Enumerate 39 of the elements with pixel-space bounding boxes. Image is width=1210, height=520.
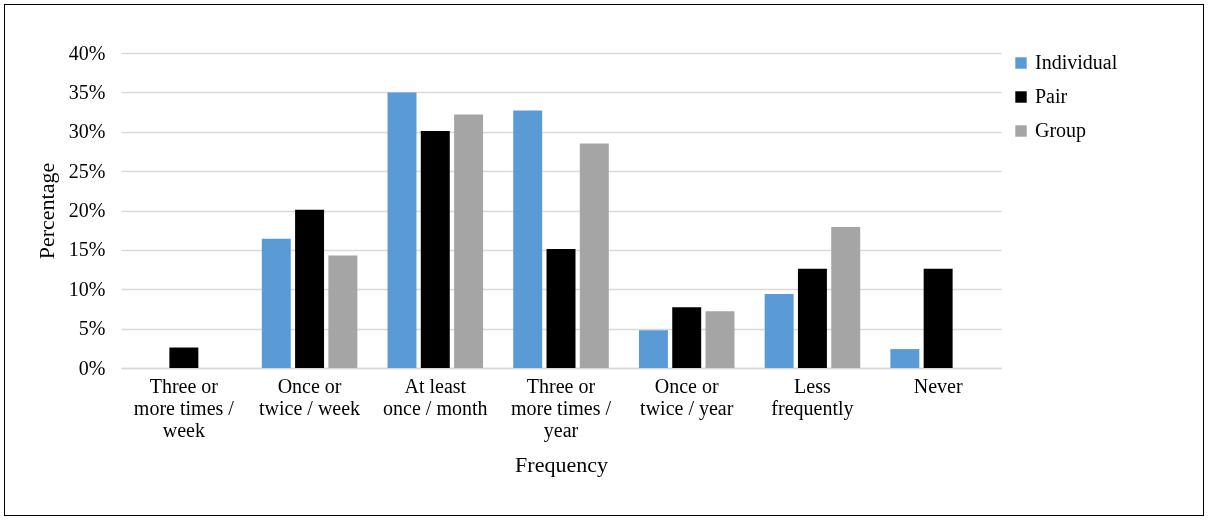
y-tick-label: 40%	[68, 41, 106, 64]
x-tick-label: At least once / month	[383, 374, 488, 419]
y-tick-label: 0%	[78, 356, 106, 379]
bar	[546, 249, 576, 368]
bar	[261, 238, 291, 368]
bar	[295, 209, 325, 368]
bar	[454, 114, 484, 368]
bar	[764, 293, 794, 368]
bar	[923, 268, 953, 368]
bar	[328, 255, 358, 368]
legend-label: Group	[1035, 119, 1087, 142]
bar	[831, 227, 861, 368]
bar	[638, 330, 668, 368]
y-tick-label: 30%	[68, 120, 106, 143]
x-tick-label: Once or twice / week	[259, 374, 361, 419]
bar	[513, 110, 543, 368]
y-tick-label: 5%	[78, 317, 106, 340]
bar	[579, 143, 609, 368]
x-tick-label: Less frequently	[771, 374, 854, 420]
y-tick-label: 10%	[68, 277, 106, 300]
y-tick-label: 35%	[68, 80, 106, 103]
y-tick-label: 15%	[68, 238, 106, 261]
y-tick-label: 20%	[68, 199, 106, 221]
x-tick-label: Never	[913, 374, 963, 397]
x-tick-label: Three or more times / week	[133, 374, 235, 441]
bar	[797, 268, 827, 368]
bar	[705, 311, 735, 368]
x-tick-label: Three or more times / year	[511, 374, 612, 442]
legend-label: Pair	[1035, 85, 1068, 107]
bar	[387, 92, 417, 368]
bar	[672, 307, 702, 368]
bar	[169, 347, 199, 368]
legend-label: Individual	[1035, 51, 1118, 73]
y-tick-label: 25%	[68, 159, 106, 182]
x-axis-title: Frequency	[515, 451, 608, 477]
bar	[420, 130, 450, 368]
bar	[890, 349, 920, 368]
x-tick-label: Once or twice / year	[640, 374, 734, 420]
y-axis-title: Percentage	[33, 162, 59, 260]
